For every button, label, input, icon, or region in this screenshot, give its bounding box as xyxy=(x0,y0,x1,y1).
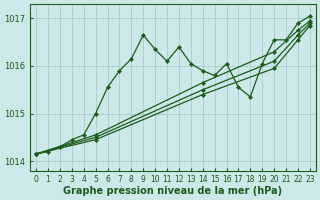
X-axis label: Graphe pression niveau de la mer (hPa): Graphe pression niveau de la mer (hPa) xyxy=(63,186,283,196)
